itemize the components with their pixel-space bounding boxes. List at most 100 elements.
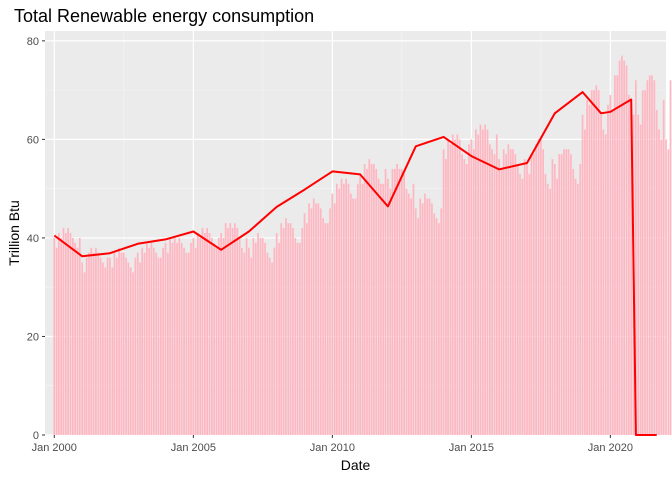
bar [391,168,394,435]
bar [55,247,58,435]
bar [282,228,285,435]
x-axis: Jan 2000 Jan 2005 Jan 2010 Jan 2015 Jan 2020 [32,435,633,454]
bar [257,233,259,435]
bar [600,114,602,435]
bar [628,95,630,436]
bar [653,80,656,435]
y-tick-label: 80 [27,36,39,48]
bar [563,149,565,435]
y-axis-title: Trillion Btu [6,200,22,266]
bar [58,233,60,435]
bar [136,252,139,435]
bar [190,242,192,435]
bar [167,252,169,435]
bar [445,159,447,435]
bar [343,183,345,435]
bar [192,237,195,435]
bar [104,267,107,435]
y-tick-label: 20 [27,331,39,343]
bar [368,159,371,435]
bar [245,237,248,435]
bar [234,223,236,435]
bars [53,55,672,436]
bar [271,262,273,435]
bar [644,90,646,435]
bar [507,144,510,435]
trend-line [53,91,657,436]
bar [299,242,301,435]
bar [336,183,338,435]
bar [266,252,269,435]
bar [153,247,155,435]
bar [127,262,130,435]
y-tick-label: 60 [27,134,39,146]
x-tick-label: Jan 2005 [171,442,216,454]
bar [451,134,454,435]
bar [111,267,114,435]
bar [106,257,109,435]
bar [303,213,306,435]
bar [400,168,403,435]
bar [199,237,202,435]
bar [502,149,505,435]
bar [134,257,137,435]
bar [78,237,81,435]
bar [419,198,422,435]
bar [194,247,197,435]
bar [370,164,373,435]
bar [157,257,160,435]
bar [120,252,123,435]
bar [604,134,607,435]
bar [655,109,658,435]
bar [646,80,649,435]
bar [150,242,153,435]
bar [227,228,229,435]
bar [611,109,614,435]
bar [236,228,239,435]
bar [519,173,521,435]
bar [387,178,389,435]
bar [294,237,297,435]
bar [292,228,294,435]
bar [340,178,343,435]
bar [243,252,246,435]
bar [556,178,558,435]
bar [197,233,199,435]
bar [579,164,582,435]
bar [187,252,190,435]
bar [222,237,225,435]
bar [412,183,415,435]
bar [201,228,204,435]
bar [173,237,176,435]
bar [264,242,266,435]
bar [526,164,528,435]
bar [204,233,206,435]
bar [560,154,563,436]
bar [546,183,549,435]
bar [306,223,308,435]
bar [662,99,665,435]
bar [470,139,473,435]
bar [577,183,579,435]
bar [81,262,83,435]
bar [433,213,436,435]
bar [407,193,410,435]
bar [324,223,327,435]
bar [593,90,595,435]
bar [635,80,637,435]
bar [614,75,616,435]
bar [139,262,141,435]
bar [333,203,336,435]
bar [616,75,619,435]
bar [331,193,334,435]
bar [428,198,431,435]
x-tick-label: Jan 2010 [310,442,355,454]
bar [109,257,111,435]
bar [375,168,378,435]
bar [396,164,398,435]
bar [220,233,222,435]
bar [213,242,215,435]
bar [248,247,250,435]
bar [621,55,623,435]
bar [553,164,556,435]
